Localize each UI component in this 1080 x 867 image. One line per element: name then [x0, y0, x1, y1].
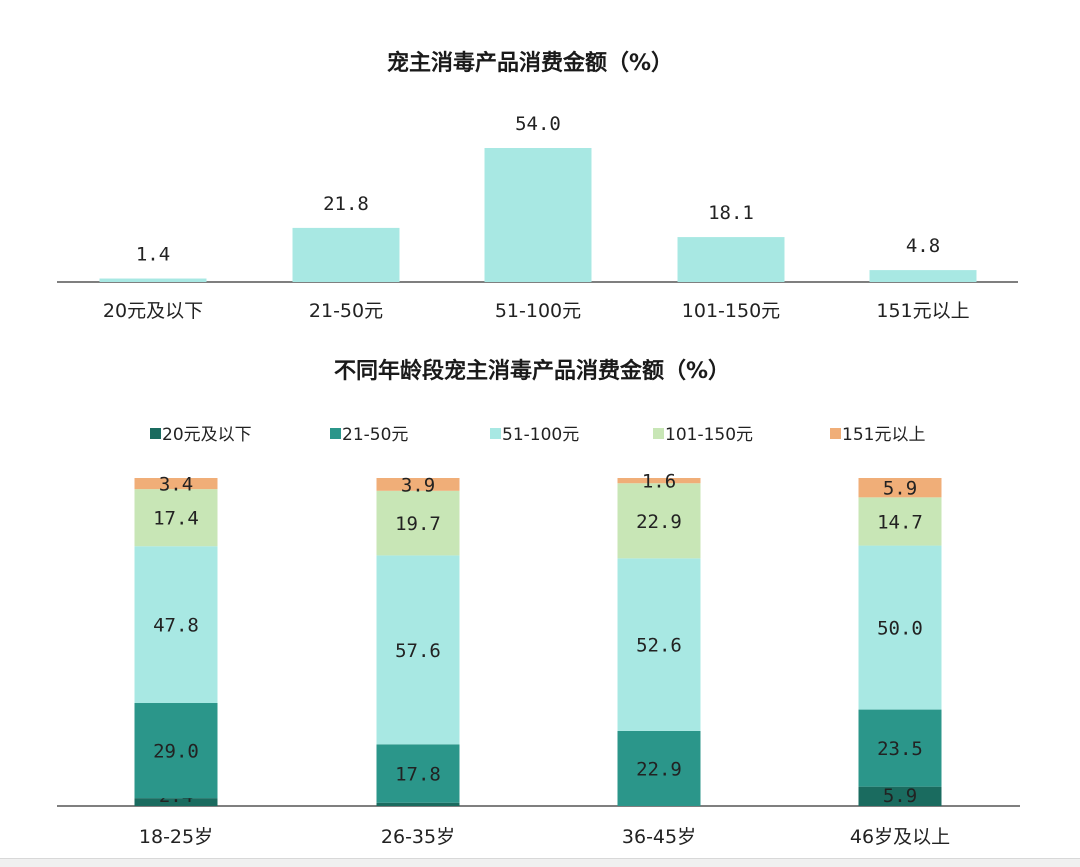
chart-2-value-label-3-2: 22.9: [636, 758, 682, 780]
chart-1-category-label-2: 21-50元: [309, 300, 383, 322]
legend-label-5: 151元以上: [842, 425, 925, 445]
chart-2-value-label-4-2: 23.5: [877, 738, 923, 760]
chart-2-value-label-1-5: 3.4: [159, 474, 193, 496]
chart-1-value-label-3: 54.0: [515, 113, 561, 135]
chart-2-category-label-1: 18-25岁: [139, 826, 213, 848]
chart-2-value-label-1-2: 29.0: [153, 741, 199, 763]
chart-1-value-label-5: 4.8: [906, 235, 940, 257]
chart-1-value-label-4: 18.1: [708, 202, 754, 224]
chart-1-bar-2: [292, 227, 400, 282]
chart-1-bar-1: [99, 278, 207, 282]
chart-1-bar-5: [869, 270, 977, 282]
legend-swatch-5: [830, 428, 841, 439]
chart-2-segment-3-2: [617, 730, 701, 806]
chart-2-value-label-1-4: 17.4: [153, 508, 199, 530]
chart-2-segment-2-3: [376, 555, 460, 745]
chart-1-plot: 1.4 20元及以下 21.8 21-50元 54.0 51-100元 18.1 101-15…: [99, 113, 977, 322]
chart-2-segment-1-3: [134, 546, 218, 704]
chart-2-segment-4-3: [858, 545, 942, 710]
chart-2-category-label-2: 26-35岁: [381, 826, 455, 848]
chart-1-value-label-1: 1.4: [136, 244, 170, 266]
chart-2-segment-1-4: [134, 489, 218, 547]
chart-2-value-label-4-4: 14.7: [877, 511, 923, 533]
chart-2-value-label-2-3: 57.6: [395, 640, 441, 662]
chart-2-segment-4-4: [858, 497, 942, 546]
legend-label-2: 21-50元: [342, 425, 408, 445]
chart-2-segment-3-5: [617, 478, 701, 484]
chart-2-value-label-4-3: 50.0: [877, 618, 923, 640]
chart-1-category-label-5: 151元以上: [876, 300, 969, 322]
chart-2-segment-2-1: [376, 802, 460, 806]
chart-2-title: 不同年龄段宠主消毒产品消费金额（%）: [334, 358, 730, 384]
chart-1-bar-4: [677, 237, 785, 282]
legend-swatch-2: [330, 428, 341, 439]
chart-2-value-label-4-1: 5.9: [883, 785, 917, 807]
legend-swatch-4: [653, 428, 664, 439]
chart-2-value-label-2-2: 17.8: [395, 764, 441, 786]
chart-2-legend: 20元及以下 21-50元 51-100元 101-150元 151元以上: [150, 425, 925, 445]
chart-1-category-label-3: 51-100元: [495, 300, 581, 322]
chart-2-value-label-2-4: 19.7: [395, 513, 441, 535]
chart-2-value-label-3-3: 52.6: [636, 635, 682, 657]
chart-2-segment-1-5: [134, 478, 218, 490]
legend-swatch-3: [490, 428, 501, 439]
chart-1-value-label-2: 21.8: [323, 193, 369, 215]
page-bottom-edge: [0, 858, 1080, 867]
chart-2-segment-2-5: [376, 478, 460, 491]
chart-2-segment-2-4: [376, 490, 460, 556]
chart-2-segment-3-4: [617, 483, 701, 559]
chart-2-value-label-1-3: 47.8: [153, 615, 199, 637]
chart-2-segment-2-2: [376, 744, 460, 803]
chart-2-segment-4-2: [858, 709, 942, 787]
chart-2-segment-4-1: [858, 786, 942, 806]
chart-1-category-label-1: 20元及以下: [103, 300, 203, 322]
chart-2-value-label-3-4: 22.9: [636, 511, 682, 533]
chart-2-category-label-4: 46岁及以上: [850, 826, 950, 848]
chart-1-title: 宠主消毒产品消费金额（%）: [387, 50, 673, 76]
chart-2-value-label-2-5: 3.9: [401, 474, 435, 496]
chart-2-value-label-4-5: 5.9: [883, 478, 917, 500]
chart-1-category-label-4: 101-150元: [682, 300, 780, 322]
chart-2-segment-3-3: [617, 558, 701, 731]
legend-label-4: 101-150元: [665, 425, 753, 445]
chart-2-category-label-3: 36-45岁: [622, 826, 696, 848]
chart-2-plot: 2.429.047.817.43.418-25岁1.017.857.619.73…: [134, 471, 950, 848]
legend-swatch-1: [150, 428, 161, 439]
legend-label-1: 20元及以下: [162, 425, 252, 445]
chart-2-segment-4-5: [858, 478, 942, 498]
chart-2-segment-1-2: [134, 703, 218, 799]
chart-2-value-label-3-5: 1.6: [642, 471, 676, 493]
chart-2-segment-1-1: [134, 798, 218, 806]
chart-1-bar-3: [484, 148, 592, 282]
legend-label-3: 51-100元: [502, 425, 579, 445]
